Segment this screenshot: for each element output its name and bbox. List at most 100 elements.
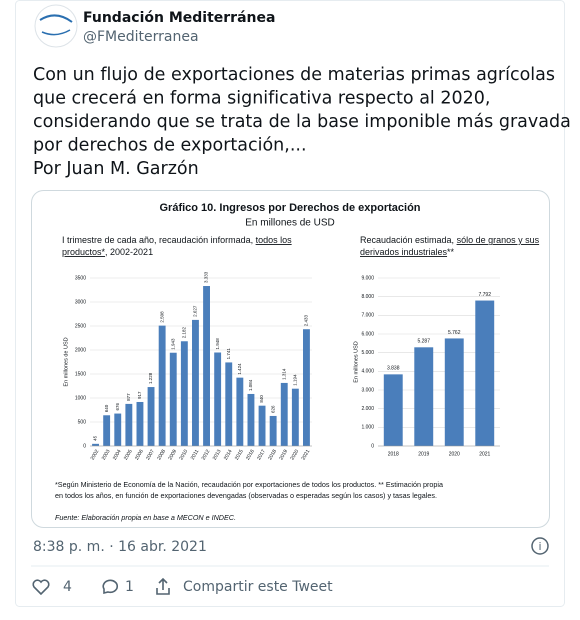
bar	[291, 388, 299, 446]
bar	[136, 401, 144, 446]
bar	[383, 374, 403, 446]
x-tick-label: 2011	[190, 448, 201, 461]
bar	[114, 413, 122, 446]
y-tick-label: 3500	[75, 275, 86, 281]
x-tick-label: 2008	[156, 448, 167, 461]
author-handle[interactable]: @FMediterranea	[83, 29, 199, 45]
bar	[92, 443, 99, 446]
x-tick-label: 2002	[90, 448, 101, 461]
value-label: 1.228	[148, 372, 153, 384]
panel-heading: Recaudación estimada, sólo de granos y s…	[360, 235, 540, 245]
y-tick-label: 2.000	[361, 406, 374, 412]
info-icon[interactable]: i	[531, 537, 549, 555]
y-tick-label: 2500	[75, 323, 86, 329]
value-label: 1.943	[170, 338, 175, 350]
chart-image: Gráfico 10. Ingresos por Derechos de exp…	[55, 202, 540, 522]
x-tick-label: 2017	[256, 448, 267, 461]
bar	[180, 341, 188, 446]
value-label: 3.838	[387, 366, 400, 372]
y-tick-label: 3000	[75, 299, 86, 305]
chart-title: Gráfico 10. Ingresos por Derechos de exp…	[159, 202, 420, 214]
y-tick-label: 7.000	[361, 313, 374, 319]
x-tick-label: 2020	[449, 451, 460, 457]
value-label: 2.433	[304, 314, 309, 326]
author-name[interactable]: Fundación Mediterránea	[83, 10, 275, 26]
heading-part: sólo de granos y sus	[457, 235, 540, 245]
value-label: 7.792	[478, 292, 491, 298]
x-tick-label: 2010	[178, 448, 189, 461]
value-label: 5.287	[417, 339, 430, 345]
tweet-text: Con un flujo de exportaciones de materia…	[33, 65, 571, 179]
bar	[214, 352, 222, 446]
tweet-text-line: Con un flujo de exportaciones de materia…	[33, 65, 555, 85]
value-label: 1.084	[248, 379, 253, 391]
bar	[169, 352, 177, 446]
share-button[interactable]: Compartir este Tweet	[156, 577, 333, 595]
value-label: 877	[126, 393, 131, 401]
x-tick-label: 2021	[479, 451, 490, 457]
x-tick-label: 2019	[418, 451, 429, 457]
value-label: 2.627	[193, 305, 198, 317]
source: Fuente: Elaboración propia en base a MEC…	[55, 513, 236, 522]
tweet-text-line: Por Juan M. Garzón	[33, 159, 199, 179]
x-tick-label: 2007	[145, 448, 156, 461]
value-label: 1.194	[293, 374, 298, 386]
value-label: 1.314	[281, 368, 286, 380]
value-label: 840	[259, 395, 264, 403]
x-tick-label: 2013	[212, 448, 223, 461]
y-tick-label: 1.000	[361, 425, 374, 431]
heading-part: derivados industriales	[360, 247, 448, 257]
y-tick-label: 2000	[75, 347, 86, 353]
x-tick-label: 2018	[388, 451, 399, 457]
value-label: 676	[115, 403, 120, 411]
heading-part: I trimestre de cada año, recaudación inf…	[62, 235, 256, 245]
value-label: 2.508	[159, 311, 164, 323]
bar	[475, 300, 495, 446]
x-tick-label: 2006	[134, 448, 145, 461]
value-label: 1.948	[215, 338, 220, 350]
y-tick-label: 1000	[75, 395, 86, 401]
bar	[444, 338, 464, 446]
y-tick-label: 0	[371, 443, 374, 449]
avatar[interactable]	[34, 4, 78, 48]
footnote: en todos los años, en función de exporta…	[55, 491, 437, 500]
y-tick-label: 500	[78, 419, 87, 425]
like-count: 4	[63, 579, 72, 595]
y-axis-label: En millones de USD	[63, 337, 69, 386]
bar	[280, 382, 288, 446]
retweet-count: 1	[125, 579, 134, 595]
value-label: 626	[270, 405, 275, 413]
y-axis-label: En millones USD	[353, 341, 359, 383]
y-tick-label: 1500	[75, 371, 86, 377]
y-tick-label: 3.000	[361, 387, 374, 393]
y-tick-label: 5.000	[361, 350, 374, 356]
x-tick-label: 2018	[267, 448, 278, 461]
x-tick-label: 2004	[112, 448, 123, 461]
bar	[236, 377, 244, 446]
x-tick-label: 2016	[245, 448, 256, 461]
timestamp[interactable]: 8:38 p. m. · 16 abr. 2021	[33, 539, 207, 555]
chart-subtitle: En millones de USD	[245, 218, 334, 229]
bar	[147, 387, 155, 446]
like-button[interactable]: 4	[32, 579, 72, 596]
value-label: 45	[93, 435, 98, 441]
bar	[103, 415, 111, 446]
bar	[225, 362, 233, 446]
x-tick-label: 2012	[201, 448, 212, 461]
x-tick-label: 2014	[223, 448, 234, 461]
bar	[125, 403, 133, 446]
panel-heading: derivados industriales**	[360, 247, 455, 257]
x-tick-label: 2009	[167, 448, 178, 461]
bar	[247, 393, 255, 446]
value-label: 1.741	[226, 348, 231, 360]
reply-button[interactable]: 1	[102, 579, 134, 595]
tweet-text-line: considerando que se trata de la base imp…	[33, 112, 571, 132]
y-tick-label: 0	[83, 443, 86, 449]
value-label: 917	[137, 391, 142, 399]
tweet-text-line: por derechos de exportación,...	[33, 136, 307, 156]
panel-heading: I trimestre de cada año, recaudación inf…	[62, 235, 292, 245]
value-label: 2.182	[182, 327, 187, 339]
bar	[203, 286, 210, 446]
heading-part: **	[447, 247, 455, 257]
